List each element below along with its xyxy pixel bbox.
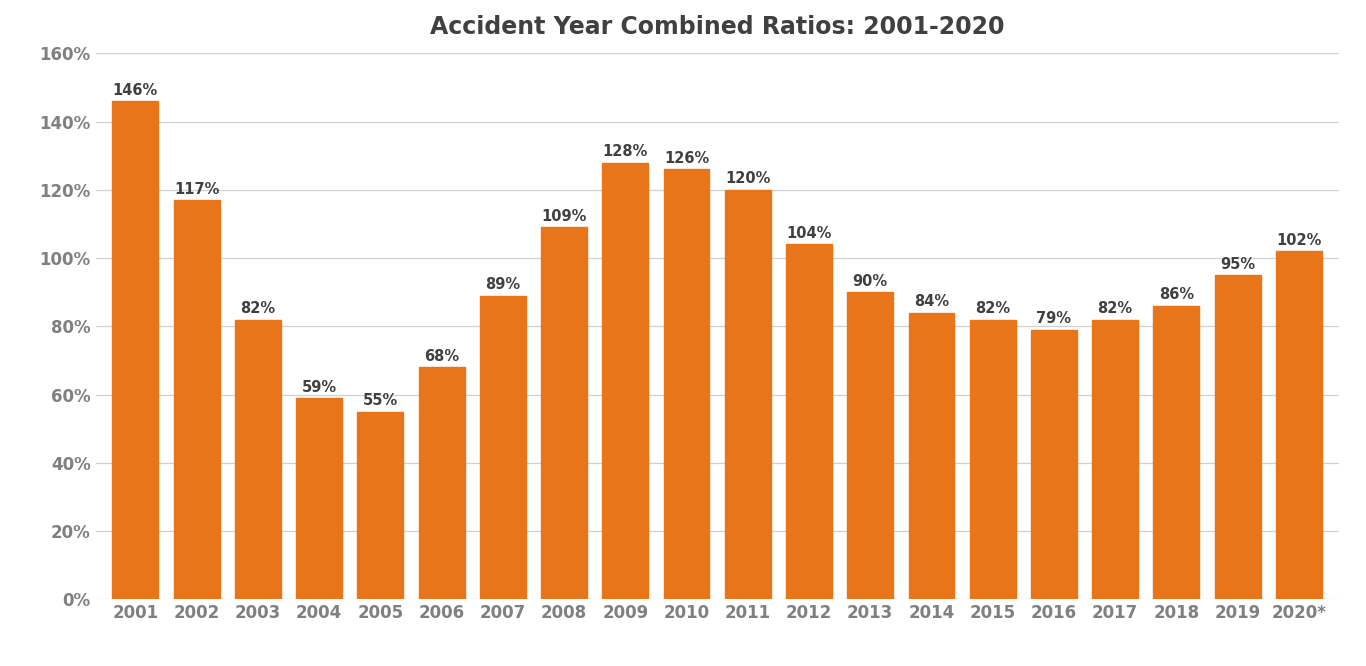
Text: 59%: 59%: [302, 380, 336, 394]
Text: 102%: 102%: [1276, 233, 1321, 248]
Text: 86%: 86%: [1158, 288, 1194, 302]
Bar: [1153, 306, 1199, 599]
Text: 117%: 117%: [173, 182, 220, 196]
Text: 55%: 55%: [363, 393, 398, 408]
Bar: [173, 200, 220, 599]
Bar: [418, 368, 464, 599]
Text: 89%: 89%: [485, 277, 520, 292]
Text: 82%: 82%: [975, 301, 1011, 316]
Bar: [1214, 275, 1261, 599]
Bar: [970, 320, 1016, 599]
Bar: [664, 169, 709, 599]
Text: 104%: 104%: [787, 226, 832, 241]
Bar: [296, 398, 342, 599]
Bar: [1276, 251, 1322, 599]
Text: 82%: 82%: [240, 301, 276, 316]
Bar: [479, 296, 526, 599]
Text: 68%: 68%: [423, 349, 459, 364]
Text: 128%: 128%: [602, 144, 647, 159]
Bar: [725, 190, 770, 599]
Text: 95%: 95%: [1220, 256, 1255, 272]
Bar: [235, 320, 281, 599]
Bar: [358, 412, 403, 599]
Bar: [847, 292, 893, 599]
Bar: [541, 227, 587, 599]
Text: 146%: 146%: [113, 83, 158, 98]
Bar: [112, 101, 158, 599]
Text: 120%: 120%: [725, 171, 770, 186]
Bar: [785, 244, 832, 599]
Text: 79%: 79%: [1037, 311, 1071, 326]
Bar: [602, 163, 649, 599]
Text: 126%: 126%: [664, 151, 709, 166]
Text: 90%: 90%: [852, 274, 888, 289]
Bar: [1031, 330, 1076, 599]
Title: Accident Year Combined Ratios: 2001-2020: Accident Year Combined Ratios: 2001-2020: [430, 15, 1004, 39]
Bar: [908, 313, 955, 599]
Bar: [1093, 320, 1138, 599]
Text: 84%: 84%: [914, 294, 949, 309]
Text: 109%: 109%: [541, 209, 587, 224]
Text: 82%: 82%: [1098, 301, 1132, 316]
